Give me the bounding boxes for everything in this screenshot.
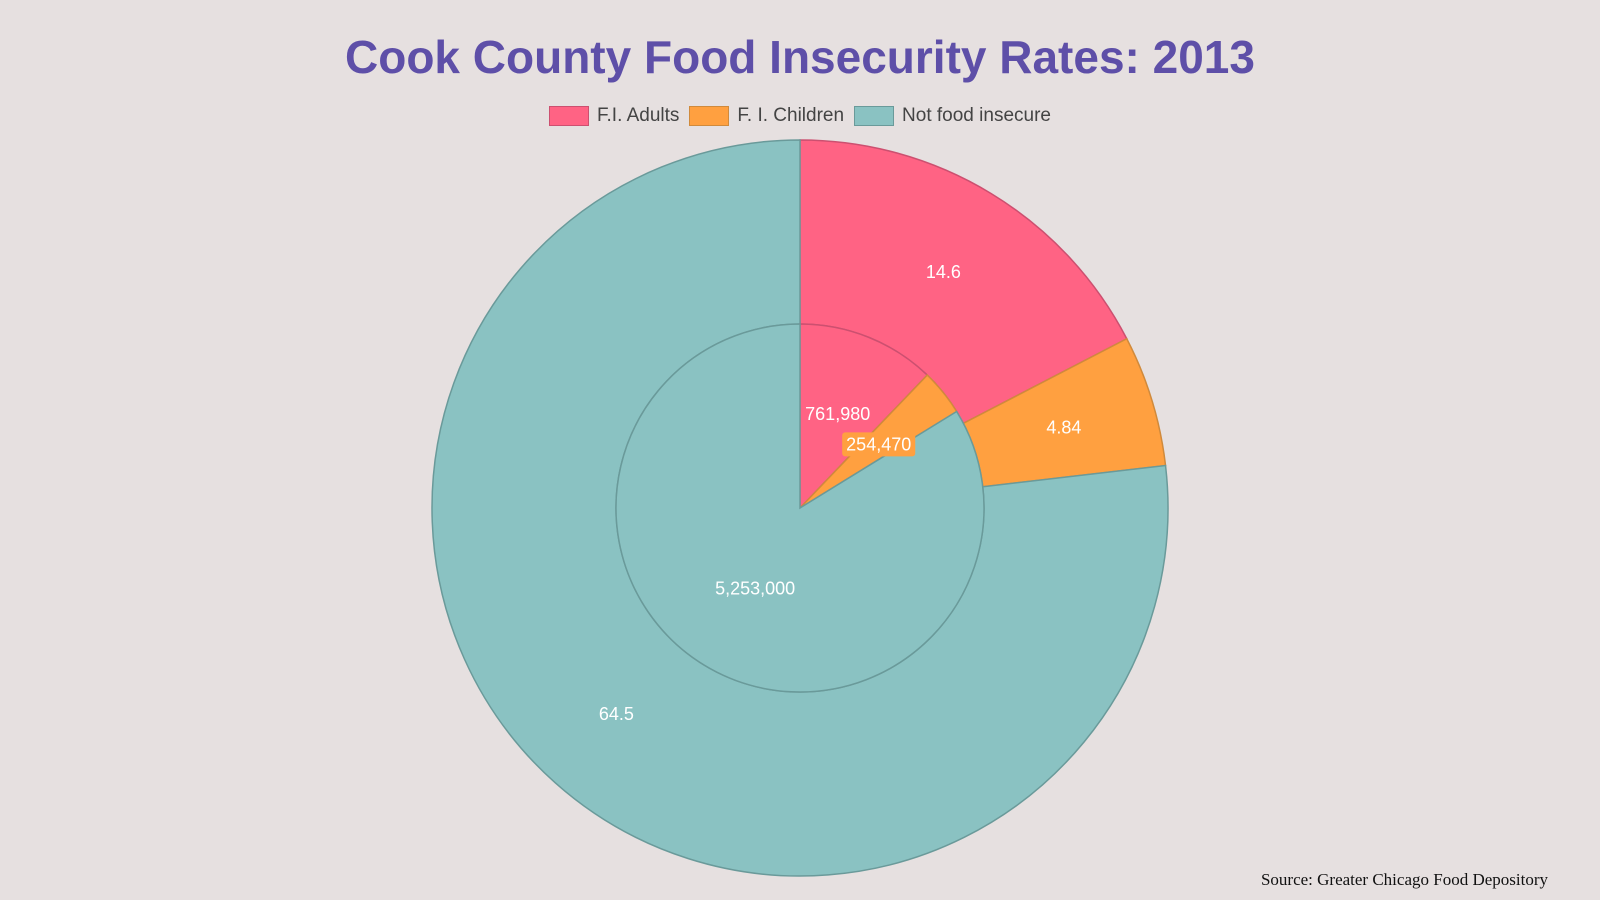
outer-label-text-adults: 14.6 [926, 262, 961, 282]
legend-swatch-children [689, 106, 730, 126]
outer-label-text-not-insecure: 64.5 [599, 704, 634, 724]
legend-swatch-adults [549, 106, 590, 126]
outer-label-children: 4.84 [1046, 417, 1081, 437]
inner-slice-not-insecure[interactable] [615, 323, 985, 693]
legend-label-adults: F.I. Adults [597, 105, 680, 126]
chart-legend: F.I. Adults F. I. Children Not food inse… [0, 105, 1600, 127]
inner-label-not-insecure: 5,253,000 [715, 578, 795, 598]
legend-label-children: F. I. Children [737, 105, 845, 126]
inner-label-text-children: 254,470 [846, 434, 911, 454]
inner-label-adults: 761,980 [801, 402, 875, 427]
legend-label-not-insecure: Not food insecure [902, 105, 1051, 126]
outer-label-adults: 14.6 [926, 262, 961, 282]
inner-label-text-adults: 761,980 [805, 404, 870, 424]
outer-label-text-children: 4.84 [1046, 417, 1081, 437]
inner-label-text-not-insecure: 5,253,000 [715, 578, 795, 598]
legend-item-not-insecure[interactable]: Not food insecure [854, 105, 1051, 127]
legend-swatch-not-insecure [854, 106, 895, 126]
inner-label-children: 254,470 [842, 432, 916, 457]
source-note: Source: Greater Chicago Food Depository [1260, 870, 1548, 889]
chart-title: Cook County Food Insecurity Rates: 2013 [345, 31, 1255, 83]
legend-item-children[interactable]: F. I. Children [689, 105, 844, 127]
inner-label-bg-children [842, 432, 916, 457]
legend-item-adults[interactable]: F.I. Adults [549, 105, 679, 127]
inner-label-bg-adults [801, 402, 875, 427]
outer-label-not-insecure: 64.5 [599, 704, 634, 724]
